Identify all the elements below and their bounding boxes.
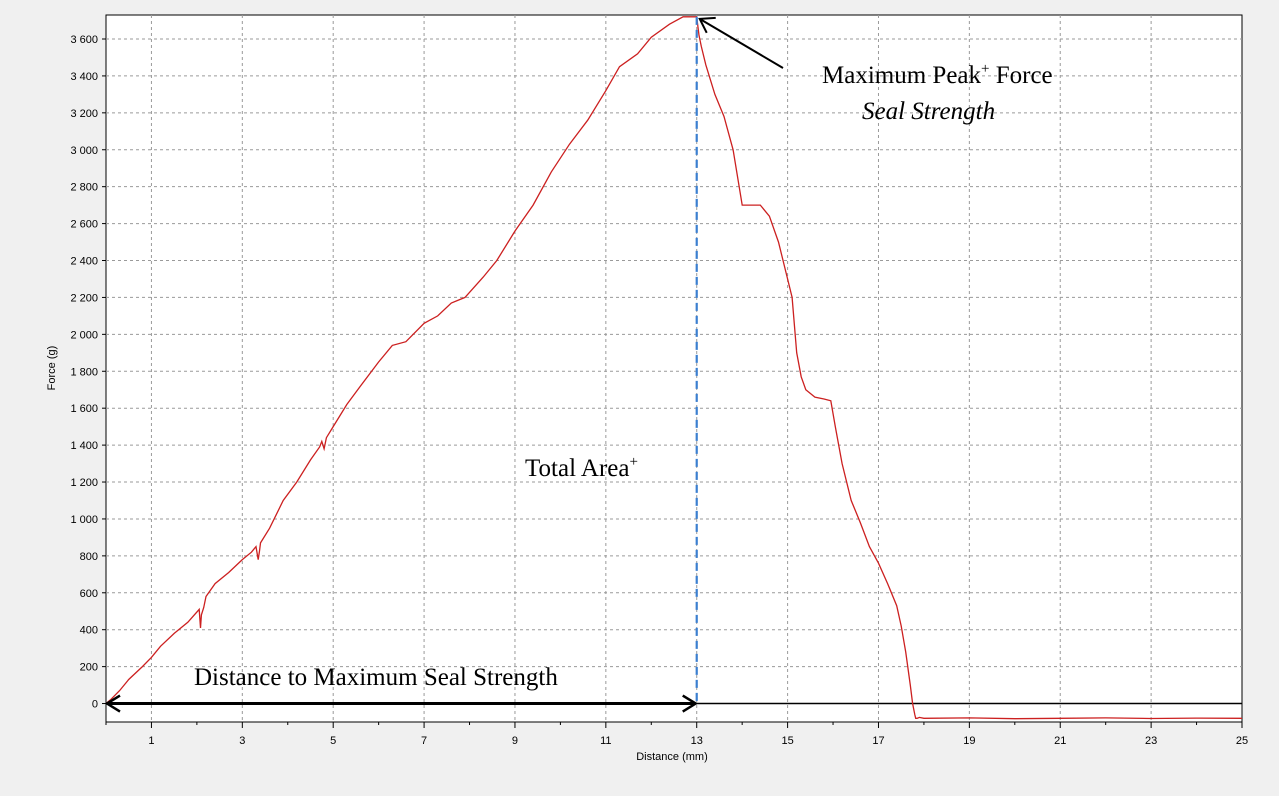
x-tick-label: 3 (239, 735, 245, 747)
x-tick-label: 19 (963, 735, 975, 747)
x-tick-label: 11 (600, 735, 611, 747)
distance-arrow (104, 694, 699, 713)
y-tick-label: 3 200 (70, 108, 98, 120)
x-tick-label: 9 (512, 735, 518, 747)
y-tick-label: 2 600 (70, 219, 98, 231)
x-tick-label: 5 (330, 735, 336, 747)
y-tick-label: 2 000 (70, 329, 98, 341)
distance-arrow-head-right (682, 694, 699, 713)
peak-force-end: Force (989, 62, 1052, 89)
x-tick-label: 25 (1236, 735, 1248, 747)
y-axis-ticks: 0 200 400 600 800 1 000 1 200 1 400 1 600 1 800 2 … (70, 34, 106, 711)
y-axis-label: Force (g) (46, 346, 58, 391)
peak-force-sup: + (981, 61, 989, 77)
y-tick-label: 2 800 (70, 182, 98, 194)
x-tick-label: 13 (691, 735, 703, 747)
x-axis-label: Distance (mm) (636, 751, 708, 763)
y-tick-label: 400 (80, 625, 98, 637)
distance-annotation: Distance to Maximum Seal Strength (194, 664, 558, 691)
y-tick-label: 200 (80, 662, 98, 674)
y-tick-label: 800 (80, 551, 98, 563)
peak-arrow (698, 16, 784, 69)
total-area-annotation: Total Area+ (525, 454, 638, 482)
x-tick-label: 7 (421, 735, 427, 747)
y-tick-label: 3 600 (70, 34, 98, 46)
y-tick-label: 1 400 (70, 440, 98, 452)
y-tick-label: 2 200 (70, 292, 98, 304)
peak-force-annotation: Maximum Peak+ Force (822, 61, 1053, 89)
seal-strength-annotation: Seal Strength (862, 98, 995, 125)
x-tick-label: 1 (148, 735, 154, 747)
peak-force-main: Maximum Peak (822, 62, 982, 89)
y-tick-label: 1 000 (70, 514, 98, 526)
distance-arrow-head-left (104, 694, 121, 713)
y-tick-label: 2 400 (70, 256, 98, 268)
y-tick-label: 0 (92, 699, 98, 711)
total-area-main: Total Area (525, 455, 629, 482)
x-tick-label: 15 (781, 735, 793, 747)
plot-area (105, 14, 1243, 723)
y-tick-label: 1 600 (70, 403, 98, 415)
y-tick-label: 1 200 (70, 477, 98, 489)
y-tick-label: 600 (80, 588, 98, 600)
force-curve (105, 16, 1243, 720)
y-tick-label: 3 400 (70, 71, 98, 83)
peak-arrow-shaft (699, 17, 784, 69)
y-tick-label: 3 000 (70, 145, 98, 157)
x-tick-label: 17 (872, 735, 884, 747)
y-tick-label: 1 800 (70, 366, 98, 378)
peak-arrow-head (698, 16, 716, 34)
x-axis-ticks: 1 3 5 7 9 11 13 15 17 19 21 23 25 (105, 722, 1248, 747)
x-tick-label: 21 (1054, 735, 1066, 747)
x-tick-label: 23 (1145, 735, 1157, 747)
total-area-sup: + (629, 454, 637, 470)
